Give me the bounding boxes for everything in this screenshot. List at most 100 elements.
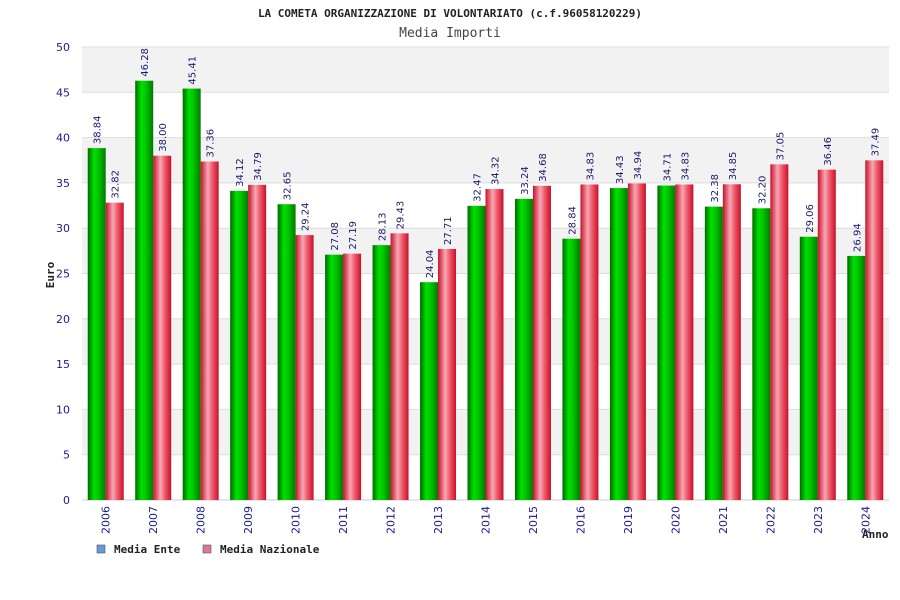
y-tick-label: 20	[56, 313, 70, 326]
data-label: 37.36	[206, 129, 217, 158]
bar-media-ente-2014	[467, 205, 486, 501]
chart-title: LA COMETA ORGANIZZAZIONE DI VOLONTARIATO…	[258, 7, 642, 20]
y-tick-label: 25	[56, 268, 70, 281]
x-tick-label: 2010	[290, 506, 303, 534]
bar-media-ente-2009	[230, 190, 249, 500]
legend-label-media-nazionale: Media Nazionale	[220, 543, 320, 556]
data-label: 38.00	[158, 123, 169, 152]
bar-media-ente-2013	[420, 282, 439, 500]
x-tick-label: 2020	[669, 506, 682, 534]
legend-item-media-ente: Media Ente	[96, 543, 181, 556]
bar-media-nazionale-2009	[248, 184, 267, 500]
bar-media-ente-2019	[609, 188, 628, 500]
bar-media-ente-2006	[87, 148, 106, 500]
bar-media-ente-2007	[135, 80, 154, 501]
y-tick-label: 45	[56, 86, 70, 99]
bar-media-nazionale-2023	[817, 169, 836, 500]
x-tick-label: 2013	[432, 506, 445, 534]
bar-media-ente-2021	[704, 206, 723, 500]
bar-media-nazionale-2022	[770, 164, 789, 500]
bar-media-nazionale-2010	[295, 235, 314, 500]
data-label: 34.83	[680, 152, 691, 181]
legend-label-media-ente: Media Ente	[114, 543, 181, 556]
x-tick-label: 2009	[242, 506, 255, 534]
x-tick-label: 2011	[337, 506, 350, 534]
legend-swatch-media-ente	[96, 544, 106, 554]
data-label: 32.20	[757, 176, 768, 205]
bar-media-ente-2023	[799, 236, 818, 500]
data-label: 45.41	[188, 56, 199, 85]
bar-media-nazionale-2011	[343, 253, 362, 500]
data-label: 34.79	[253, 152, 264, 181]
data-label: 29.43	[396, 201, 407, 230]
bar-media-ente-2016	[562, 238, 581, 500]
data-label: 32.47	[473, 173, 484, 202]
data-label: 34.12	[235, 158, 246, 187]
bar-media-nazionale-2008	[200, 161, 219, 500]
data-label: 24.04	[425, 250, 436, 279]
data-label: 28.13	[378, 213, 389, 242]
legend: Media Ente Media Nazionale	[96, 543, 320, 556]
bar-media-ente-2022	[752, 208, 771, 500]
data-label: 29.24	[301, 202, 312, 231]
data-label: 33.24	[520, 166, 531, 195]
y-tick-label: 15	[56, 358, 70, 371]
bar-media-ente-2015	[514, 198, 533, 501]
bars	[87, 80, 884, 501]
y-tick-label: 5	[63, 449, 70, 462]
bar-media-nazionale-2015	[532, 185, 551, 500]
x-tick-label: 2021	[717, 506, 730, 534]
x-tick-label: 2019	[622, 506, 635, 534]
bar-media-nazionale-2024	[865, 160, 884, 500]
data-label: 27.71	[443, 216, 454, 245]
data-label: 26.94	[852, 223, 863, 252]
bar-media-nazionale-2012	[390, 233, 409, 500]
data-label: 34.43	[615, 155, 626, 184]
x-tick-label: 2007	[147, 506, 160, 534]
bar-media-nazionale-2020	[675, 184, 694, 501]
data-label: 34.83	[585, 152, 596, 181]
bar-media-ente-2010	[277, 204, 296, 501]
data-label: 34.94	[633, 151, 644, 180]
data-label: 27.08	[330, 222, 341, 251]
y-tick-label: 0	[63, 494, 70, 507]
legend-swatch-media-nazionale	[202, 544, 212, 554]
x-axis-title: Anno	[862, 528, 889, 541]
x-axis-ticks: 2006 2007 2008 2009 2010 2011 2012 2013 2014 2015…	[100, 506, 873, 534]
plot-band	[82, 47, 889, 93]
data-label: 37.49	[870, 128, 881, 157]
data-label: 38.84	[93, 115, 104, 144]
data-label: 34.85	[728, 152, 739, 181]
data-label: 32.65	[283, 172, 294, 201]
bar-media-nazionale-2021	[722, 184, 741, 500]
data-label: 32.38	[710, 174, 721, 203]
x-tick-label: 2015	[527, 506, 540, 534]
x-tick-label: 2006	[100, 506, 113, 534]
bar-media-ente-2011	[325, 254, 344, 500]
bar-media-nazionale-2016	[580, 184, 599, 501]
data-label: 28.84	[567, 206, 578, 235]
x-tick-label: 2008	[195, 506, 208, 534]
y-tick-label: 50	[56, 41, 70, 54]
bar-media-nazionale-2019	[627, 183, 646, 500]
data-label: 34.71	[662, 153, 673, 182]
legend-item-media-nazionale: Media Nazionale	[202, 543, 320, 556]
data-label: 36.46	[823, 137, 834, 166]
data-labels: 38.84 32.82 46.28 38.00 45.41 37.36 34.12 34.79…	[93, 48, 882, 278]
bar-media-nazionale-2006	[105, 202, 124, 500]
y-axis-ticks: 0 5 10 15 20 25 30 35 40 45 50	[56, 41, 70, 507]
x-tick-label: 2024	[859, 506, 872, 534]
bar-media-nazionale-2007	[153, 155, 172, 500]
x-tick-label: 2012	[385, 506, 398, 534]
bar-media-ente-2024	[847, 255, 866, 500]
y-tick-label: 10	[56, 403, 70, 416]
data-label: 46.28	[140, 48, 151, 77]
x-tick-label: 2023	[812, 506, 825, 534]
data-label: 34.68	[538, 153, 549, 182]
bar-media-ente-2020	[657, 185, 676, 500]
bar-media-nazionale-2013	[438, 248, 457, 500]
x-tick-label: 2022	[764, 506, 777, 534]
chart-subtitle: Media Importi	[399, 26, 501, 41]
data-label: 32.82	[111, 170, 122, 199]
data-label: 37.05	[775, 132, 786, 161]
